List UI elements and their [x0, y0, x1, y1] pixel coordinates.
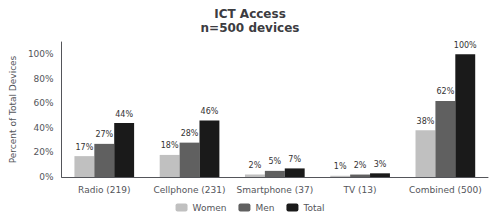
svg-text:Smartphone (37): Smartphone (37) [236, 185, 313, 195]
svg-text:28%: 28% [181, 129, 199, 138]
svg-text:17%: 17% [75, 143, 93, 152]
svg-text:18%: 18% [161, 141, 179, 150]
svg-text:Percent of Total Devices: Percent of Total Devices [8, 55, 18, 163]
svg-text:44%: 44% [115, 110, 133, 119]
svg-text:80%: 80% [34, 74, 54, 84]
svg-text:1%: 1% [334, 162, 347, 171]
svg-text:3%: 3% [374, 160, 387, 169]
svg-text:62%: 62% [436, 87, 454, 96]
svg-text:100%: 100% [28, 49, 54, 59]
svg-text:ICT Access: ICT Access [214, 7, 286, 21]
svg-text:46%: 46% [201, 107, 219, 116]
svg-text:60%: 60% [34, 98, 54, 108]
svg-text:Women: Women [193, 203, 227, 213]
svg-text:Radio (219): Radio (219) [78, 185, 130, 195]
svg-text:Total: Total [302, 203, 324, 213]
svg-text:100%: 100% [454, 41, 477, 50]
svg-text:2%: 2% [354, 161, 367, 170]
svg-text:2%: 2% [249, 161, 262, 170]
svg-text:7%: 7% [288, 155, 301, 164]
svg-text:n=500 devices: n=500 devices [201, 21, 300, 35]
svg-text:Men: Men [255, 203, 274, 213]
svg-text:5%: 5% [268, 157, 281, 166]
svg-text:38%: 38% [417, 117, 435, 126]
svg-text:Combined (500): Combined (500) [409, 185, 482, 195]
svg-text:Cellphone (231): Cellphone (231) [154, 185, 226, 195]
svg-text:40%: 40% [34, 123, 54, 133]
svg-text:27%: 27% [95, 130, 113, 139]
svg-text:0%: 0% [39, 172, 54, 182]
svg-text:20%: 20% [34, 147, 54, 157]
svg-text:TV (13): TV (13) [343, 185, 377, 195]
